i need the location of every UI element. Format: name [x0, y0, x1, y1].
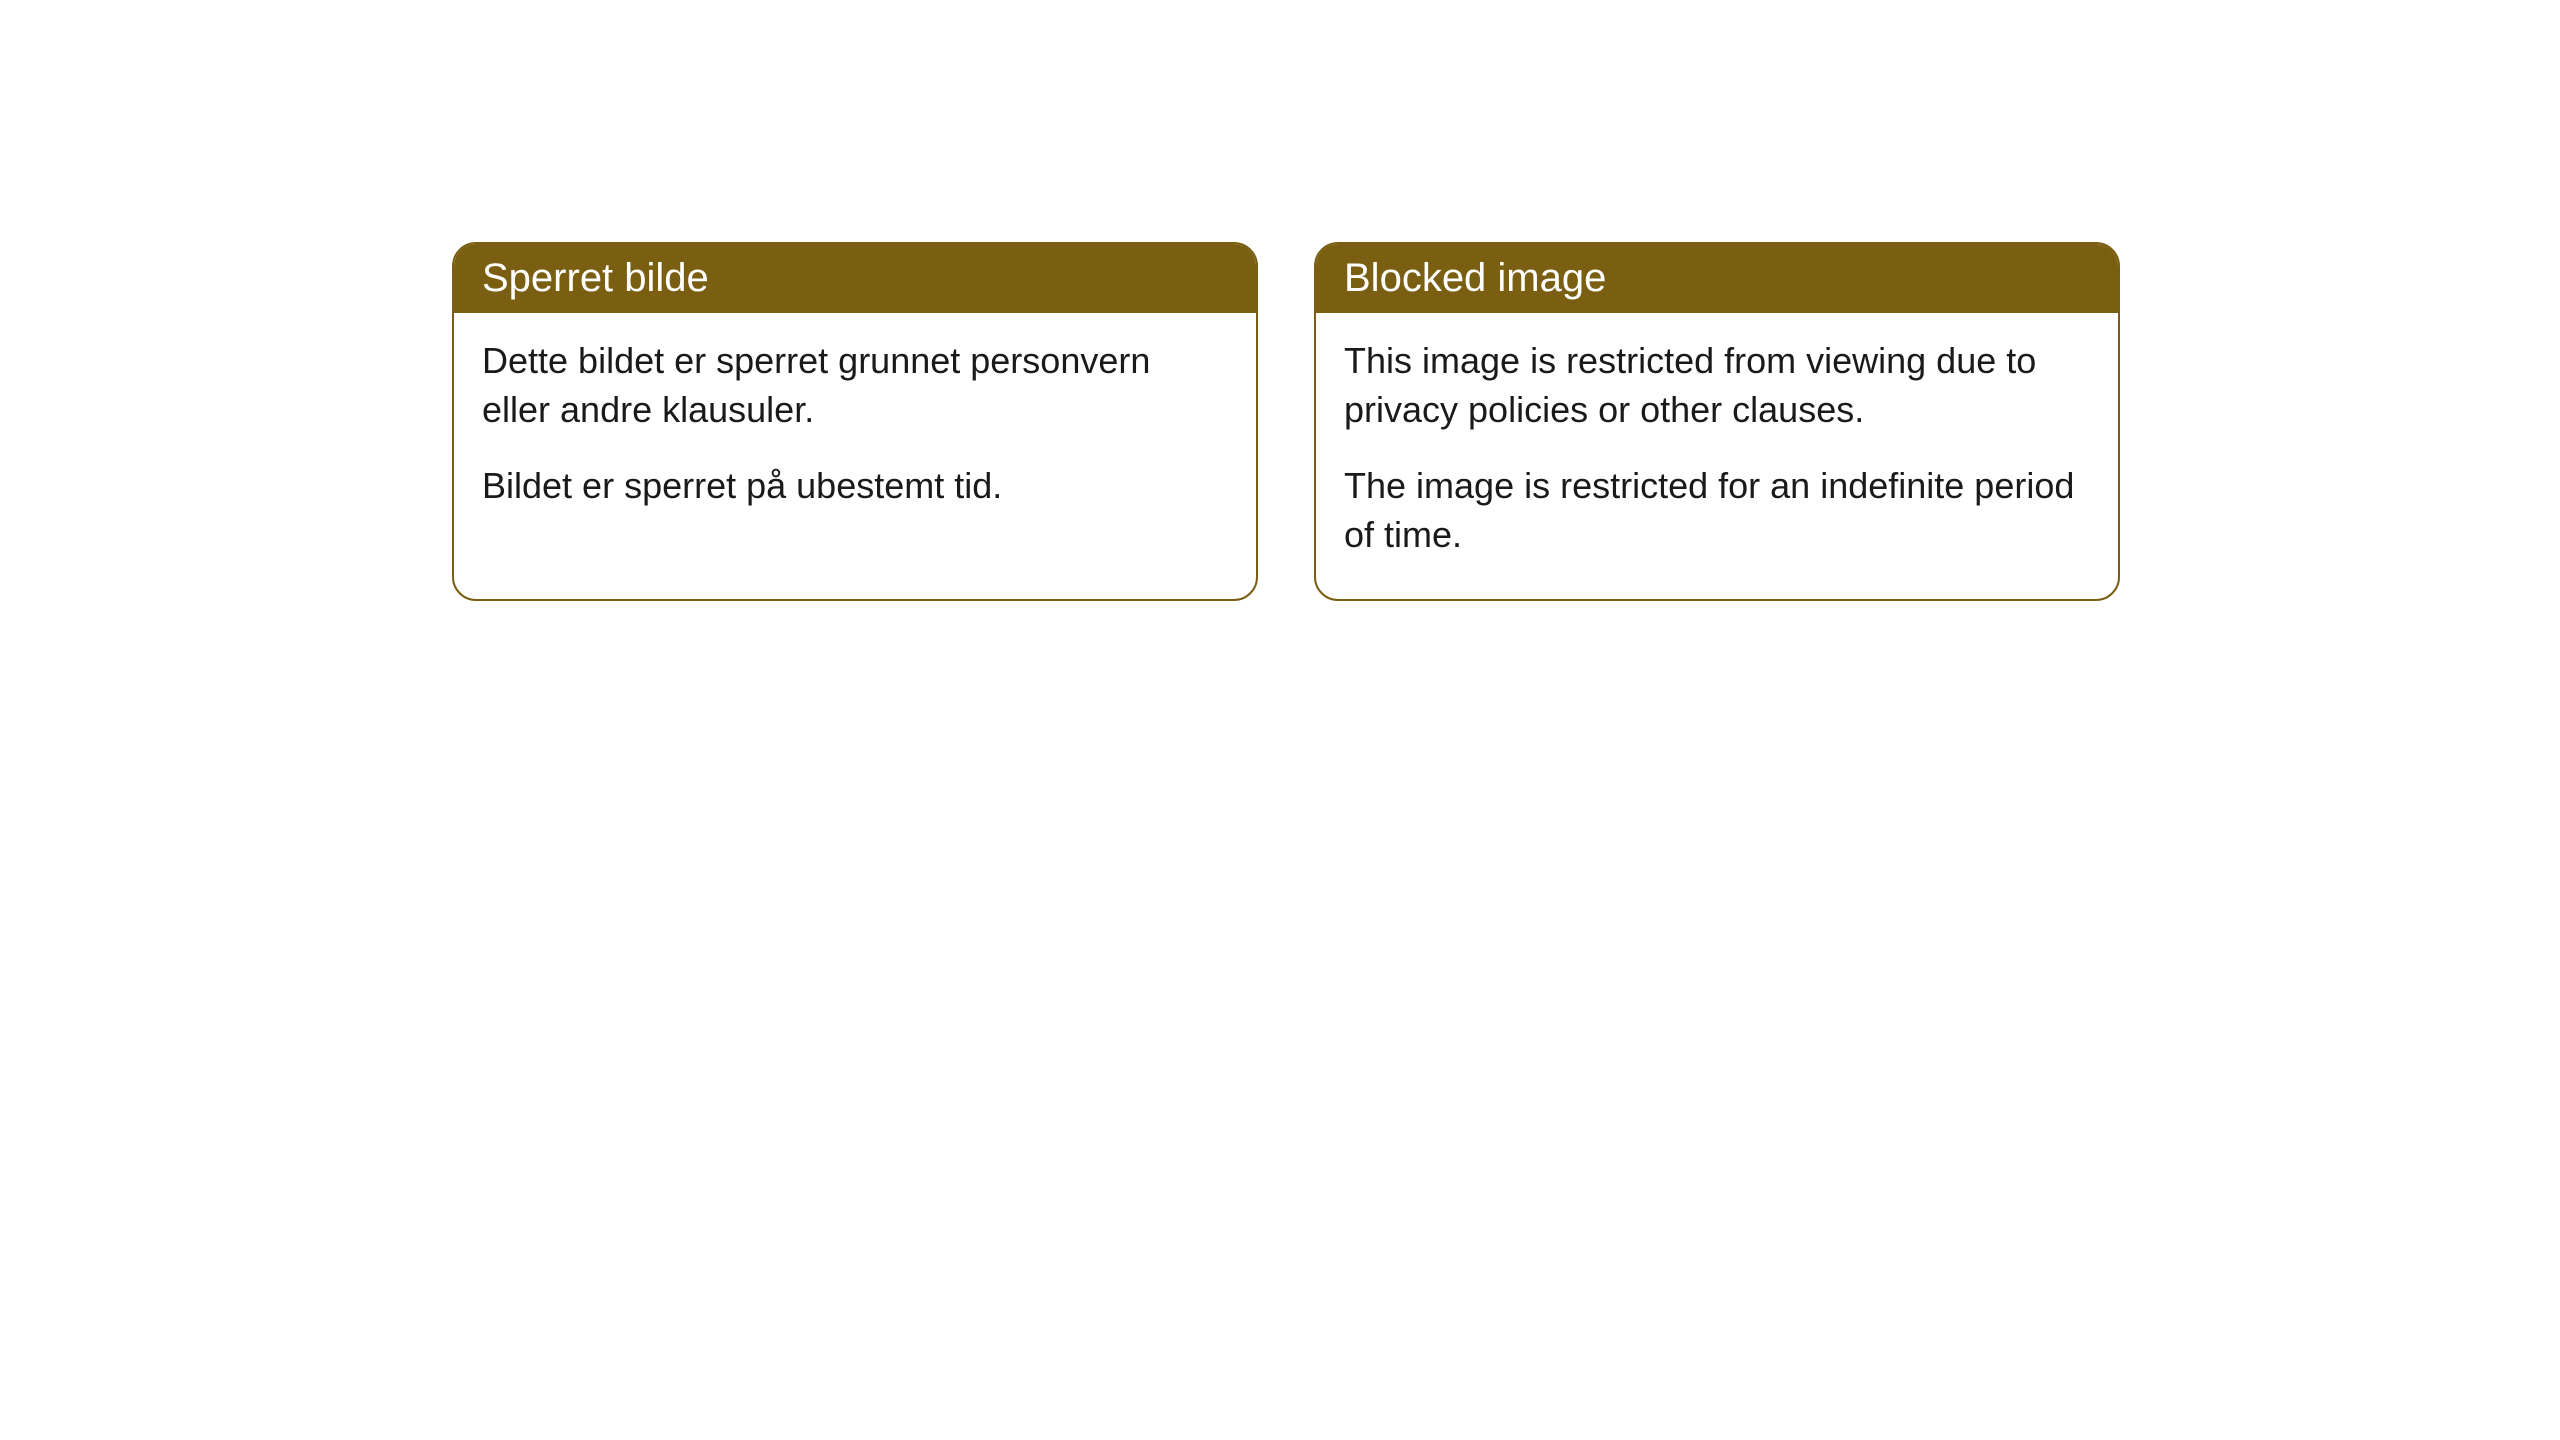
card-paragraph-english-2: The image is restricted for an indefinit…	[1344, 462, 2090, 559]
card-body-english: This image is restricted from viewing du…	[1316, 313, 2118, 599]
card-paragraph-english-1: This image is restricted from viewing du…	[1344, 337, 2090, 434]
card-title-english: Blocked image	[1344, 256, 1606, 300]
card-header-english: Blocked image	[1316, 244, 2118, 313]
notice-container: Sperret bilde Dette bildet er sperret gr…	[0, 0, 2560, 601]
card-title-norwegian: Sperret bilde	[482, 256, 709, 300]
card-body-norwegian: Dette bildet er sperret grunnet personve…	[454, 313, 1256, 551]
blocked-image-card-norwegian: Sperret bilde Dette bildet er sperret gr…	[452, 242, 1258, 601]
card-header-norwegian: Sperret bilde	[454, 244, 1256, 313]
card-paragraph-norwegian-2: Bildet er sperret på ubestemt tid.	[482, 462, 1228, 511]
card-paragraph-norwegian-1: Dette bildet er sperret grunnet personve…	[482, 337, 1228, 434]
blocked-image-card-english: Blocked image This image is restricted f…	[1314, 242, 2120, 601]
